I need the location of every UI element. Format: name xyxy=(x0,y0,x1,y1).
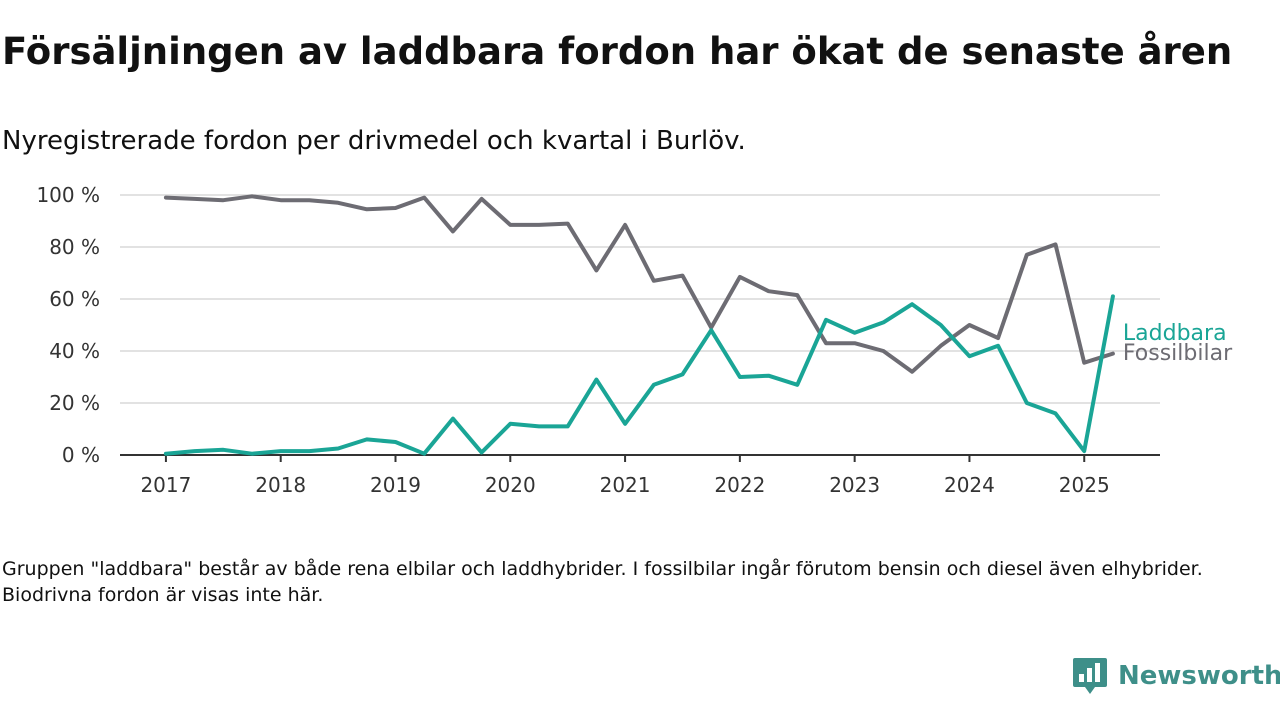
footnote: Gruppen "laddbara" består av både rena e… xyxy=(2,558,1203,606)
y-tick-label: 40 % xyxy=(49,339,100,363)
brand-logo: Newsworthy xyxy=(1072,656,1280,696)
x-tick-label: 2017 xyxy=(140,473,191,497)
brand-name: Newsworthy xyxy=(1118,661,1280,691)
line-chart: 0 % 20 % 40 % 60 % 80 % 100 % 2017 2018 2019 202… xyxy=(36,183,1233,497)
series-label-laddbara: Laddbara xyxy=(1123,321,1227,346)
chart-title: Försäljningen av laddbara fordon har öka… xyxy=(2,30,1233,73)
newsworthy-logo-icon xyxy=(1073,658,1107,694)
x-tick-label: 2025 xyxy=(1059,473,1110,497)
gridlines xyxy=(120,194,1160,404)
series-label-fossilbilar: Fossilbilar xyxy=(1123,341,1233,366)
x-tick-label: 2020 xyxy=(485,473,536,497)
series-line-fossilbilar xyxy=(163,194,1115,374)
x-tick-label: 2024 xyxy=(944,473,995,497)
x-tick-label: 2019 xyxy=(370,473,421,497)
x-tick-label: 2023 xyxy=(829,473,880,497)
series-line-laddbara xyxy=(163,294,1115,456)
y-tick-label: 60 % xyxy=(49,287,100,311)
y-tick-label: 0 % xyxy=(62,443,100,467)
y-tick-label: 80 % xyxy=(49,235,100,259)
chart-subtitle: Nyregistrerade fordon per drivmedel och … xyxy=(2,126,746,156)
y-tick-label: 20 % xyxy=(49,391,100,415)
y-axis: 0 % 20 % 40 % 60 % 80 % 100 % xyxy=(36,183,100,467)
x-tick-label: 2021 xyxy=(600,473,651,497)
x-tick-label: 2022 xyxy=(714,473,765,497)
x-tick-label: 2018 xyxy=(255,473,306,497)
series-lines xyxy=(163,194,1115,456)
x-axis: 2017 2018 2019 2020 2021 2022 2023 2024 2025 xyxy=(120,454,1160,497)
y-tick-label: 100 % xyxy=(36,183,100,207)
